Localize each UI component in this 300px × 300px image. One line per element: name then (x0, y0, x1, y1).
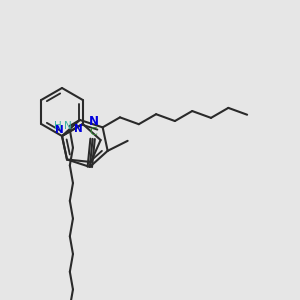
Text: N: N (74, 124, 83, 134)
Text: N: N (88, 116, 99, 128)
Text: H: H (54, 121, 62, 131)
Text: C: C (90, 127, 98, 137)
Text: N: N (64, 121, 72, 131)
Text: N: N (55, 125, 63, 135)
